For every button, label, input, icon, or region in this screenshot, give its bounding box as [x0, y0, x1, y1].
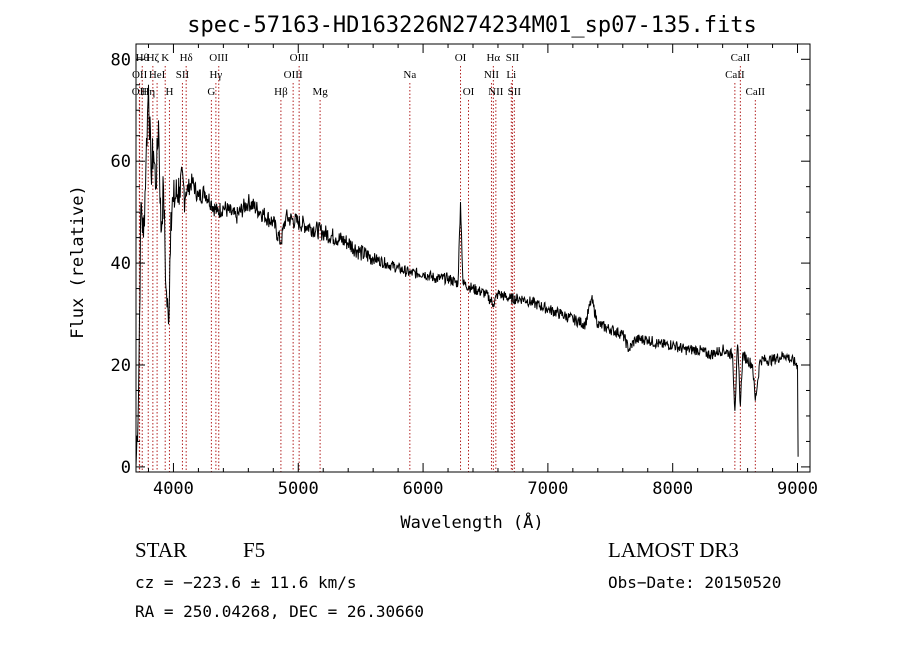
spectral-line-label: Hα — [486, 52, 500, 64]
spectral-line-markers — [138, 66, 756, 472]
spectral-line-label: CaII — [746, 86, 766, 98]
chart-title: spec-57163-HD163226N274234M01_sp07-135.f… — [187, 13, 757, 38]
y-tick-label: 40 — [111, 254, 131, 274]
y-tick-label: 20 — [111, 356, 131, 376]
spectral-line-label: OI — [455, 52, 467, 64]
spectral-line-label: Na — [403, 69, 416, 81]
spectral-line-label: Hδ — [180, 52, 193, 64]
spectral-line-label: Mg — [312, 86, 328, 98]
spectral-line-label: OIII — [209, 52, 228, 64]
y-tick-label: 0 — [121, 458, 131, 478]
y-tick-label: 80 — [111, 50, 131, 70]
spectral-line-label: OIII — [284, 69, 303, 81]
spectral-line-label: CaII — [731, 52, 751, 64]
survey-name: LAMOST DR3 — [608, 538, 739, 562]
y-tick-label: 60 — [111, 152, 131, 172]
x-tick-label: 5000 — [278, 479, 319, 499]
flux-series-line — [135, 84, 799, 467]
spectral-line-label: CaII — [725, 69, 745, 81]
x-tick-label: 8000 — [652, 479, 693, 499]
x-tick-label: 7000 — [527, 479, 568, 499]
coordinates: RA = 250.04268, DEC = 26.30660 — [135, 602, 424, 621]
spectral-line-label: OII — [132, 69, 148, 81]
plot-frame — [135, 43, 811, 473]
spectral-line-label: SII — [506, 52, 520, 64]
spectral-line-label: K — [161, 52, 169, 64]
redshift-velocity: cz = −223.6 ± 11.6 km/s — [135, 573, 357, 592]
spectral-line-label: OIII — [290, 52, 309, 64]
spectral-line-label: Hγ — [209, 69, 222, 81]
object-class: STAR — [135, 538, 187, 562]
x-tick-label: 9000 — [777, 479, 818, 499]
spectral-line-label: Hθ — [136, 52, 149, 64]
axis-ticks: 4000 5000 6000 7000 8000 9000 0 20 40 60 80 — [111, 44, 818, 499]
spectral-line-label: OI — [463, 86, 475, 98]
y-axis-label: Flux (relative) — [68, 185, 88, 339]
spectral-line-label: NII — [488, 86, 504, 98]
spectral-line-label: Hζ — [147, 52, 160, 64]
spectral-line-label: H — [165, 86, 173, 98]
spectral-line-label: NII — [484, 69, 500, 81]
observation-date: Obs−Date: 20150520 — [608, 573, 782, 592]
spectral-line-label: HeI — [149, 69, 166, 81]
x-tick-label: 6000 — [403, 479, 444, 499]
spectral-line-label: SII — [176, 69, 190, 81]
object-subclass: F5 — [243, 538, 266, 562]
spectral-line-label: SII — [508, 86, 522, 98]
x-axis-label: Wavelength (Å) — [400, 511, 543, 533]
x-tick-label: 4000 — [153, 479, 194, 499]
spectral-line-label: Li — [506, 69, 516, 81]
spectral-line-label: Hβ — [274, 86, 288, 98]
spectral-line-label: G — [207, 86, 215, 98]
spectral-line-labels: OIIOIIHθHηHζHeIKHSIIHδGHγOIIIHβOIIIOIIIM… — [132, 52, 766, 98]
